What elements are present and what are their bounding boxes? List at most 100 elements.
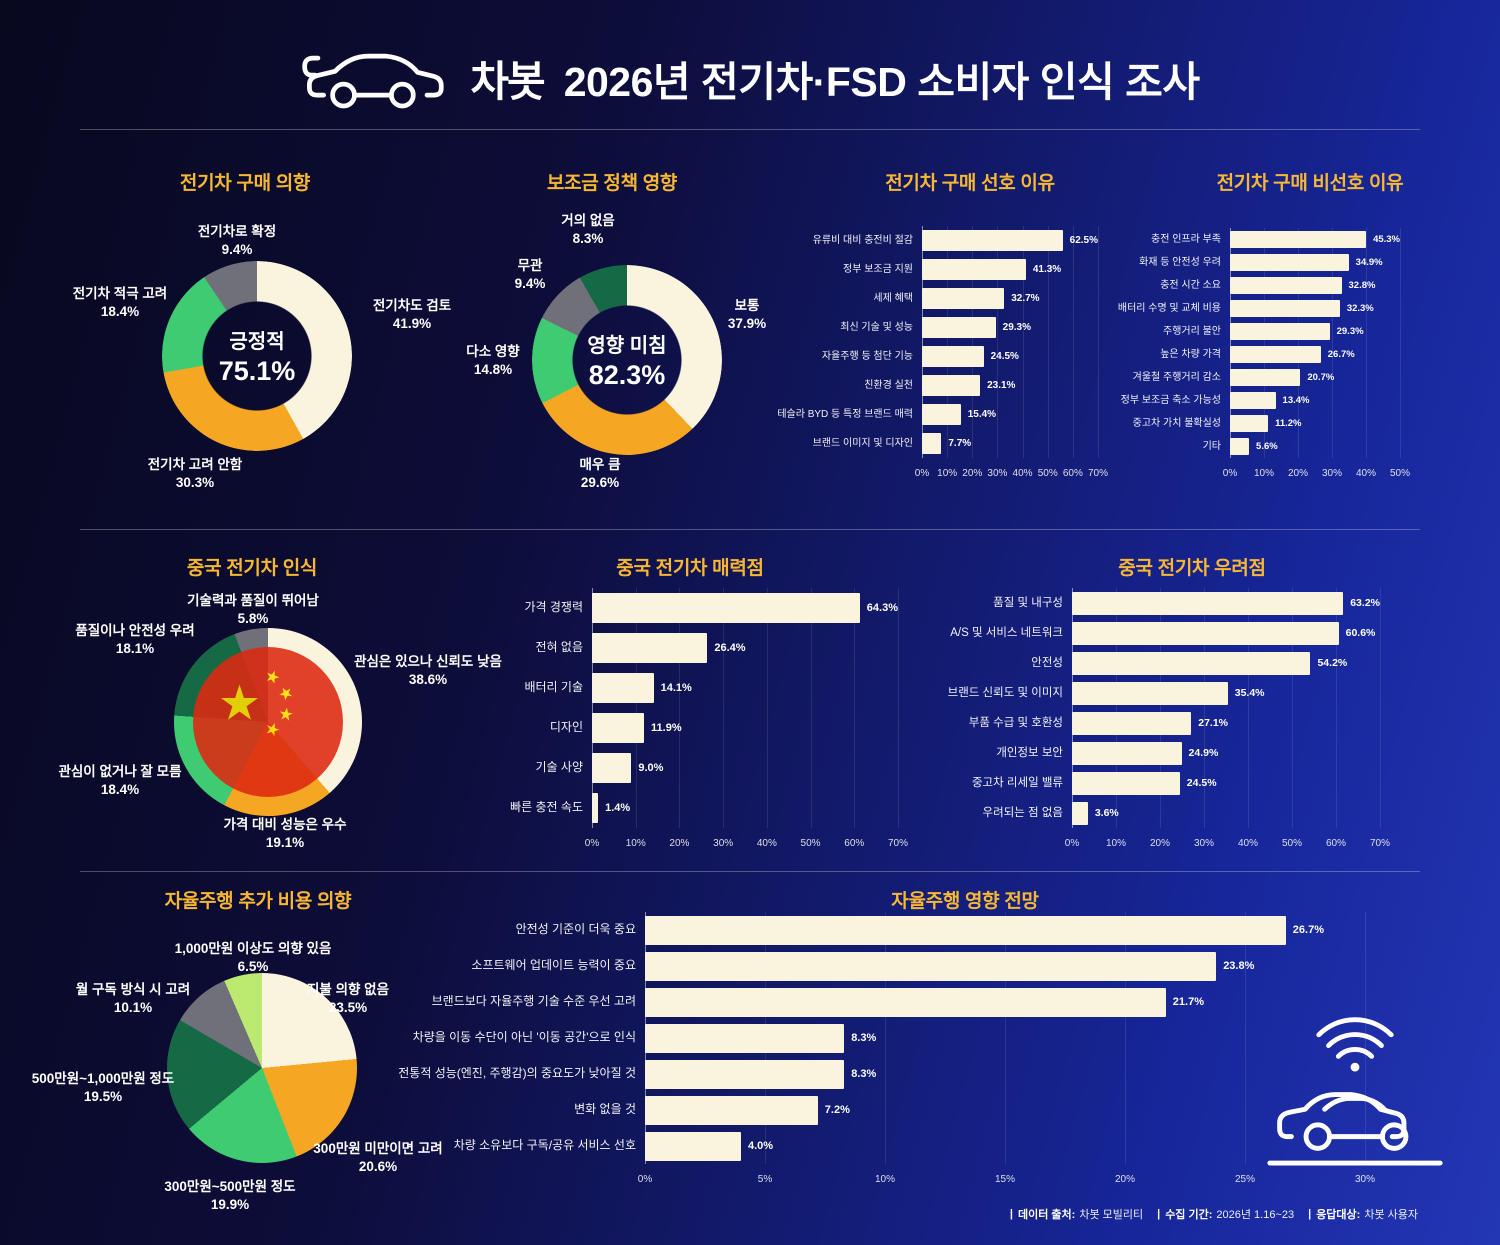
- chart-gridlines: [592, 588, 899, 828]
- pie-segment-label: 거의 없음 8.3%: [561, 213, 615, 246]
- bar: [922, 433, 942, 454]
- axis-tick-label: 70%: [1087, 468, 1109, 479]
- bar: [922, 288, 1005, 309]
- bar-chart-ev-prefer-reasons: 유류비 대비 충전비 절감 62.5% 정부 보조금 지원 41.3% 세제 혜택 32.…: [764, 226, 1108, 482]
- bar-row: 전통적 성능(엔진, 주행감)의 중요도가 낮아질 것 8.3%: [365, 1056, 1365, 1092]
- bar-category-label: 화재 등 안전성 우려: [1139, 257, 1221, 268]
- bar-row: 부품 수급 및 호환성 27.1%: [924, 708, 1380, 738]
- pie-segment-label: 전기차로 확정 9.4%: [197, 224, 277, 257]
- axis-tick-label: 60%: [844, 838, 865, 849]
- bar-track: 7.2%: [645, 1095, 1365, 1125]
- bar: [1230, 392, 1276, 409]
- bar-category-label: 중고차 리세일 밸류: [971, 776, 1063, 789]
- footer-separator: |: [1308, 1208, 1312, 1220]
- divider: [80, 871, 1420, 872]
- bar-category-label: 겨울철 주행거리 감소: [1132, 372, 1221, 383]
- bar-category-label: 높은 차량 가격: [1160, 349, 1221, 360]
- bar: [1072, 681, 1228, 705]
- bar-category-label: 빠른 충전 속도: [510, 800, 583, 815]
- bar-category-label: 충전 인프라 부족: [1151, 234, 1221, 245]
- bar-track: 54.2%: [1072, 651, 1380, 675]
- axis-tick-label: 20%: [669, 838, 690, 849]
- pie-segment-label: 지불 의향 없음 23.5%: [306, 982, 390, 1015]
- bar-category-label: 브랜드 신뢰도 및 이미지: [947, 686, 1063, 699]
- axis-tick-label: 50%: [800, 838, 821, 849]
- bar-track: 26.7%: [1230, 346, 1400, 363]
- ev-car-logo-icon: [302, 53, 445, 109]
- axis-tick-label: 50%: [1281, 838, 1303, 849]
- bar-value: 24.5%: [1186, 777, 1217, 789]
- section-title-china-concern: 중국 전기차 우려점: [1118, 558, 1266, 579]
- bar-category-label: 디자인: [549, 720, 583, 735]
- divider: [80, 529, 1420, 530]
- bar-chart-autonomous-outlook: 안전성 기준이 더욱 중요 26.7% 소프트웨어 업데이트 능력이 중요 23.8%…: [365, 912, 1375, 1188]
- bar: [645, 915, 1286, 945]
- footer-label: 데이터 출처:: [1018, 1209, 1076, 1221]
- bar-row: 높은 차량 가격 26.7%: [1082, 343, 1400, 366]
- axis-tick-label: 40%: [1012, 468, 1033, 479]
- bar-value: 14.1%: [660, 682, 692, 694]
- bar-track: 9.0%: [592, 753, 898, 783]
- pie-segment-label: 월 구독 방식 시 고려 10.1%: [75, 982, 191, 1015]
- bar-value: 27.1%: [1198, 717, 1229, 729]
- donut-center-label: 영향 미침 82.3%: [587, 335, 667, 390]
- bar-row: 세제 혜택 32.7%: [764, 284, 1098, 313]
- bar-value: 8.3%: [851, 1032, 877, 1044]
- bar-track: 23.1%: [922, 375, 1098, 396]
- chart-x-axis: 0% 10% 20% 30% 40% 50% 60% 70%: [585, 836, 908, 852]
- axis-tick-label: 60%: [1325, 838, 1347, 849]
- bar-row: 변화 없을 것 7.2%: [365, 1092, 1365, 1128]
- footer-separator: |: [1009, 1208, 1013, 1220]
- bar-category-label: 친환경 실천: [864, 380, 913, 391]
- header-text: 차봇 2026년 전기차·FSD 소비자 인식 조사: [470, 48, 1200, 109]
- bar-category-label: 테슬라 BYD 등 특정 브랜드 매력: [777, 409, 913, 420]
- section-title-subsidy: 보조금 정책 영향: [546, 173, 678, 194]
- bar: [922, 404, 961, 425]
- bar-track: 63.2%: [1072, 591, 1380, 615]
- bar-row: 소프트웨어 업데이트 능력이 중요 23.8%: [365, 948, 1365, 984]
- bar-row: 디자인 11.9%: [479, 708, 898, 748]
- bar-row: 브랜드 이미지 및 디자인 7.7%: [764, 429, 1098, 458]
- bar-value: 45.3%: [1373, 234, 1400, 245]
- bar-track: 23.8%: [645, 951, 1365, 981]
- bar-value: 63.2%: [1350, 597, 1380, 609]
- bar-value: 11.9%: [651, 722, 682, 734]
- donut-center-label: 긍정적 75.1%: [218, 331, 296, 386]
- footer-value: 2026년 1.16~23: [1216, 1209, 1295, 1221]
- axis-tick-label: 0%: [637, 1174, 653, 1185]
- bar-row: 유류비 대비 충전비 절감 62.5%: [764, 226, 1098, 255]
- bar-row: 정부 보조금 지원 41.3%: [764, 255, 1098, 284]
- bar-value: 64.3%: [866, 602, 898, 614]
- bar: [592, 793, 599, 823]
- bar-row: 배터리 기술 14.1%: [479, 668, 898, 708]
- footer-value: 차봇 사용자: [1364, 1209, 1418, 1221]
- bar-category-label: 주행거리 불안: [1163, 326, 1221, 337]
- bar-row: 테슬라 BYD 등 특정 브랜드 매력 15.4%: [764, 400, 1098, 429]
- bar: [922, 317, 996, 338]
- pie-segment-label: 보통 37.9%: [727, 298, 767, 331]
- axis-tick-label: 60%: [1062, 468, 1083, 479]
- bar-row: 안전성 기준이 더욱 중요 26.7%: [365, 912, 1365, 948]
- axis-tick-label: 10%: [1253, 468, 1275, 479]
- pie-segment-label: 300만원~500만원 정도 19.9%: [164, 1179, 296, 1212]
- chart-rows: 유류비 대비 충전비 절감 62.5% 정부 보조금 지원 41.3% 세제 혜택 32.…: [764, 226, 1098, 458]
- axis-tick-label: 0%: [914, 468, 930, 479]
- pie-segment-label: 전기차도 검토 41.9%: [372, 298, 452, 331]
- bar-row: 가격 경쟁력 64.3%: [479, 588, 898, 628]
- bar-value: 7.2%: [824, 1104, 850, 1116]
- chart-gridlines: [922, 226, 1099, 458]
- bar-row: 브랜드보다 자율주행 기술 수준 우선 고려 21.7%: [365, 984, 1365, 1020]
- bar-track: 41.3%: [922, 259, 1098, 280]
- bar-value: 60.6%: [1345, 627, 1376, 639]
- axis-tick-label: 40%: [756, 838, 777, 849]
- bar-chart-china-concerns: 품질 및 내구성 63.2% A/S 및 서비스 네트워크 60.6% 안전성 54.2%…: [924, 588, 1390, 852]
- axis-tick-label: 70%: [1369, 838, 1391, 849]
- pie-segment-label: 300만원 미만이면 고려 20.6%: [313, 1141, 443, 1174]
- bar-row: 중고차 리세일 밸류 24.5%: [924, 768, 1380, 798]
- bar: [1230, 323, 1330, 340]
- bar-row: 기타 5.6%: [1082, 435, 1400, 458]
- bar-value: 23.1%: [987, 380, 1016, 391]
- bar-category-label: 가격 경쟁력: [524, 600, 583, 615]
- bar-value: 24.5%: [990, 351, 1019, 362]
- bar-track: 26.7%: [645, 915, 1365, 945]
